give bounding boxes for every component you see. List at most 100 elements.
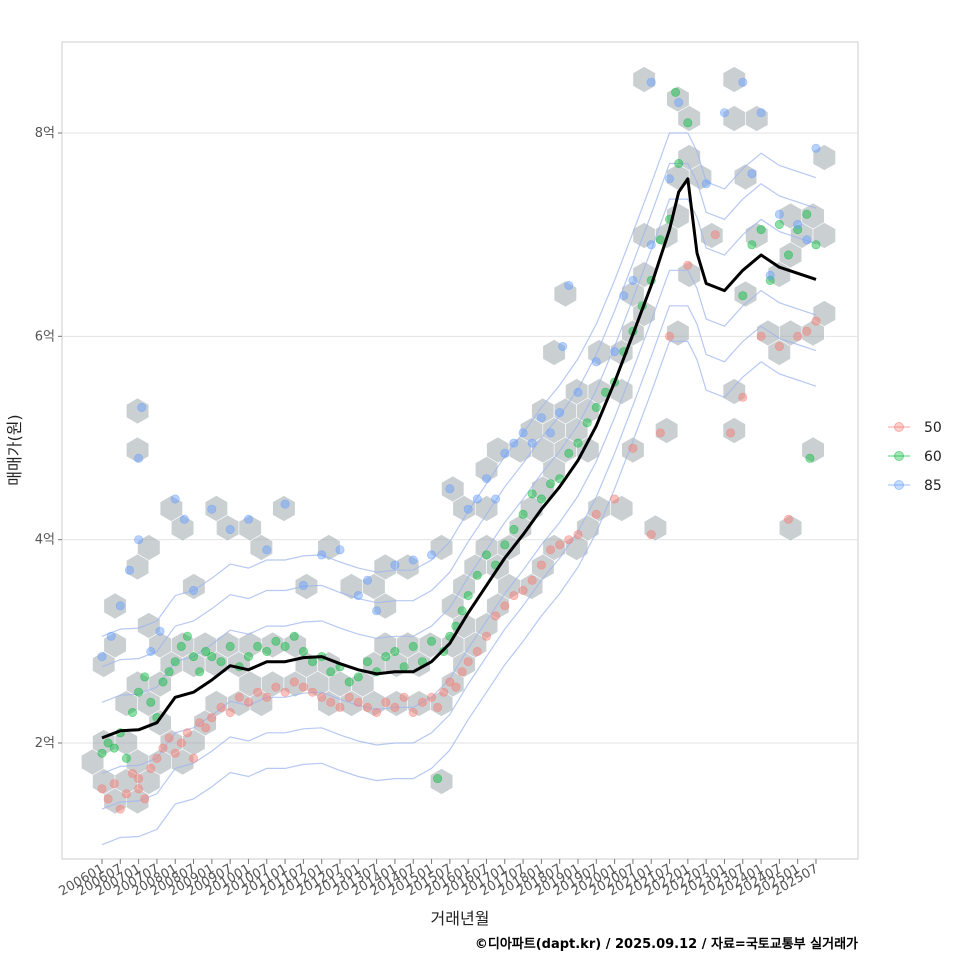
data-point-50 bbox=[225, 707, 235, 717]
data-point-60 bbox=[280, 641, 290, 651]
data-point-85 bbox=[372, 606, 382, 616]
legend-key-point bbox=[894, 422, 904, 432]
data-point-50 bbox=[451, 682, 461, 692]
density-contour bbox=[101, 340, 817, 846]
y-tick-label: 2억 bbox=[35, 736, 55, 751]
data-point-85 bbox=[155, 626, 165, 636]
data-point-85 bbox=[558, 341, 568, 351]
points-layer bbox=[97, 77, 821, 814]
hexbin-cell bbox=[103, 631, 127, 659]
hexbin-cell bbox=[733, 163, 758, 191]
data-point-60 bbox=[253, 641, 263, 651]
data-point-60 bbox=[344, 677, 354, 687]
data-point-60 bbox=[244, 652, 254, 662]
data-point-50 bbox=[109, 779, 119, 789]
data-point-60 bbox=[527, 489, 537, 499]
data-point-60 bbox=[457, 606, 467, 616]
data-point-85 bbox=[555, 408, 565, 418]
data-point-60 bbox=[362, 657, 372, 667]
data-point-85 bbox=[628, 275, 638, 285]
data-point-50 bbox=[555, 540, 565, 550]
data-point-50 bbox=[417, 697, 427, 707]
data-point-60 bbox=[518, 509, 528, 519]
y-tick-label: 8억 bbox=[35, 126, 55, 141]
data-point-50 bbox=[646, 530, 656, 540]
data-point-50 bbox=[201, 723, 211, 733]
data-point-50 bbox=[399, 692, 409, 702]
data-point-60 bbox=[671, 87, 681, 97]
data-point-50 bbox=[195, 718, 205, 728]
data-point-50 bbox=[170, 748, 180, 758]
legend-label: 60 bbox=[924, 449, 942, 465]
data-point-60 bbox=[683, 118, 693, 128]
data-point-85 bbox=[408, 555, 418, 565]
data-point-50 bbox=[280, 687, 290, 697]
data-point-50 bbox=[262, 692, 272, 702]
y-axis-title: 매매가(원) bbox=[5, 414, 24, 485]
data-point-85 bbox=[793, 220, 803, 230]
data-point-50 bbox=[134, 784, 144, 794]
data-point-85 bbox=[674, 98, 684, 108]
data-point-60 bbox=[564, 448, 574, 458]
data-point-50 bbox=[655, 428, 665, 438]
data-point-50 bbox=[802, 326, 812, 336]
data-point-60 bbox=[353, 672, 363, 682]
data-point-50 bbox=[362, 702, 372, 712]
data-point-50 bbox=[610, 494, 620, 504]
data-point-60 bbox=[182, 631, 192, 641]
data-point-85 bbox=[390, 560, 400, 570]
data-point-50 bbox=[536, 560, 546, 570]
data-point-50 bbox=[481, 631, 491, 641]
data-point-50 bbox=[573, 530, 583, 540]
data-point-85 bbox=[573, 387, 583, 397]
data-point-50 bbox=[491, 611, 501, 621]
hexbin-cell bbox=[722, 378, 746, 405]
data-point-60 bbox=[472, 570, 482, 580]
data-point-60 bbox=[146, 697, 156, 707]
data-point-85 bbox=[646, 240, 656, 250]
data-point-50 bbox=[326, 697, 336, 707]
data-point-50 bbox=[244, 697, 254, 707]
data-point-85 bbox=[481, 474, 491, 484]
data-point-50 bbox=[426, 692, 436, 702]
data-point-60 bbox=[756, 225, 766, 235]
data-point-60 bbox=[289, 631, 299, 641]
data-point-85 bbox=[564, 280, 574, 290]
data-point-60 bbox=[536, 494, 546, 504]
density-contour bbox=[101, 305, 817, 810]
data-point-50 bbox=[216, 702, 226, 712]
data-point-60 bbox=[195, 667, 205, 677]
data-point-85 bbox=[527, 438, 537, 448]
hexbin-cell bbox=[745, 105, 769, 132]
data-point-85 bbox=[491, 494, 501, 504]
data-point-85 bbox=[207, 504, 217, 514]
data-point-50 bbox=[545, 545, 555, 555]
data-point-50 bbox=[146, 763, 156, 773]
data-point-60 bbox=[140, 672, 150, 682]
hexbin-cell bbox=[137, 612, 161, 639]
data-point-50 bbox=[121, 789, 131, 799]
data-point-50 bbox=[710, 230, 720, 240]
data-point-50 bbox=[756, 331, 766, 341]
data-point-50 bbox=[811, 316, 821, 326]
data-point-60 bbox=[176, 641, 186, 651]
hexbin-cell bbox=[722, 66, 746, 93]
data-point-60 bbox=[433, 774, 443, 784]
data-point-60 bbox=[121, 753, 131, 763]
data-point-85 bbox=[738, 77, 748, 87]
data-point-50 bbox=[591, 509, 601, 519]
data-point-60 bbox=[326, 667, 336, 677]
data-point-50 bbox=[335, 702, 345, 712]
data-point-50 bbox=[97, 784, 107, 794]
data-point-60 bbox=[103, 738, 113, 748]
data-point-85 bbox=[189, 585, 199, 595]
hexbin-cell bbox=[632, 222, 656, 249]
data-point-50 bbox=[307, 687, 317, 697]
data-point-50 bbox=[628, 443, 638, 453]
data-point-85 bbox=[756, 108, 766, 118]
density-contour bbox=[101, 198, 817, 703]
data-point-85 bbox=[97, 652, 107, 662]
source-caption: ©디아파트(dapt.kr) / 2025.09.12 / 자료=국토교통부 실… bbox=[474, 937, 858, 952]
data-point-85 bbox=[591, 357, 601, 367]
data-point-50 bbox=[298, 682, 308, 692]
